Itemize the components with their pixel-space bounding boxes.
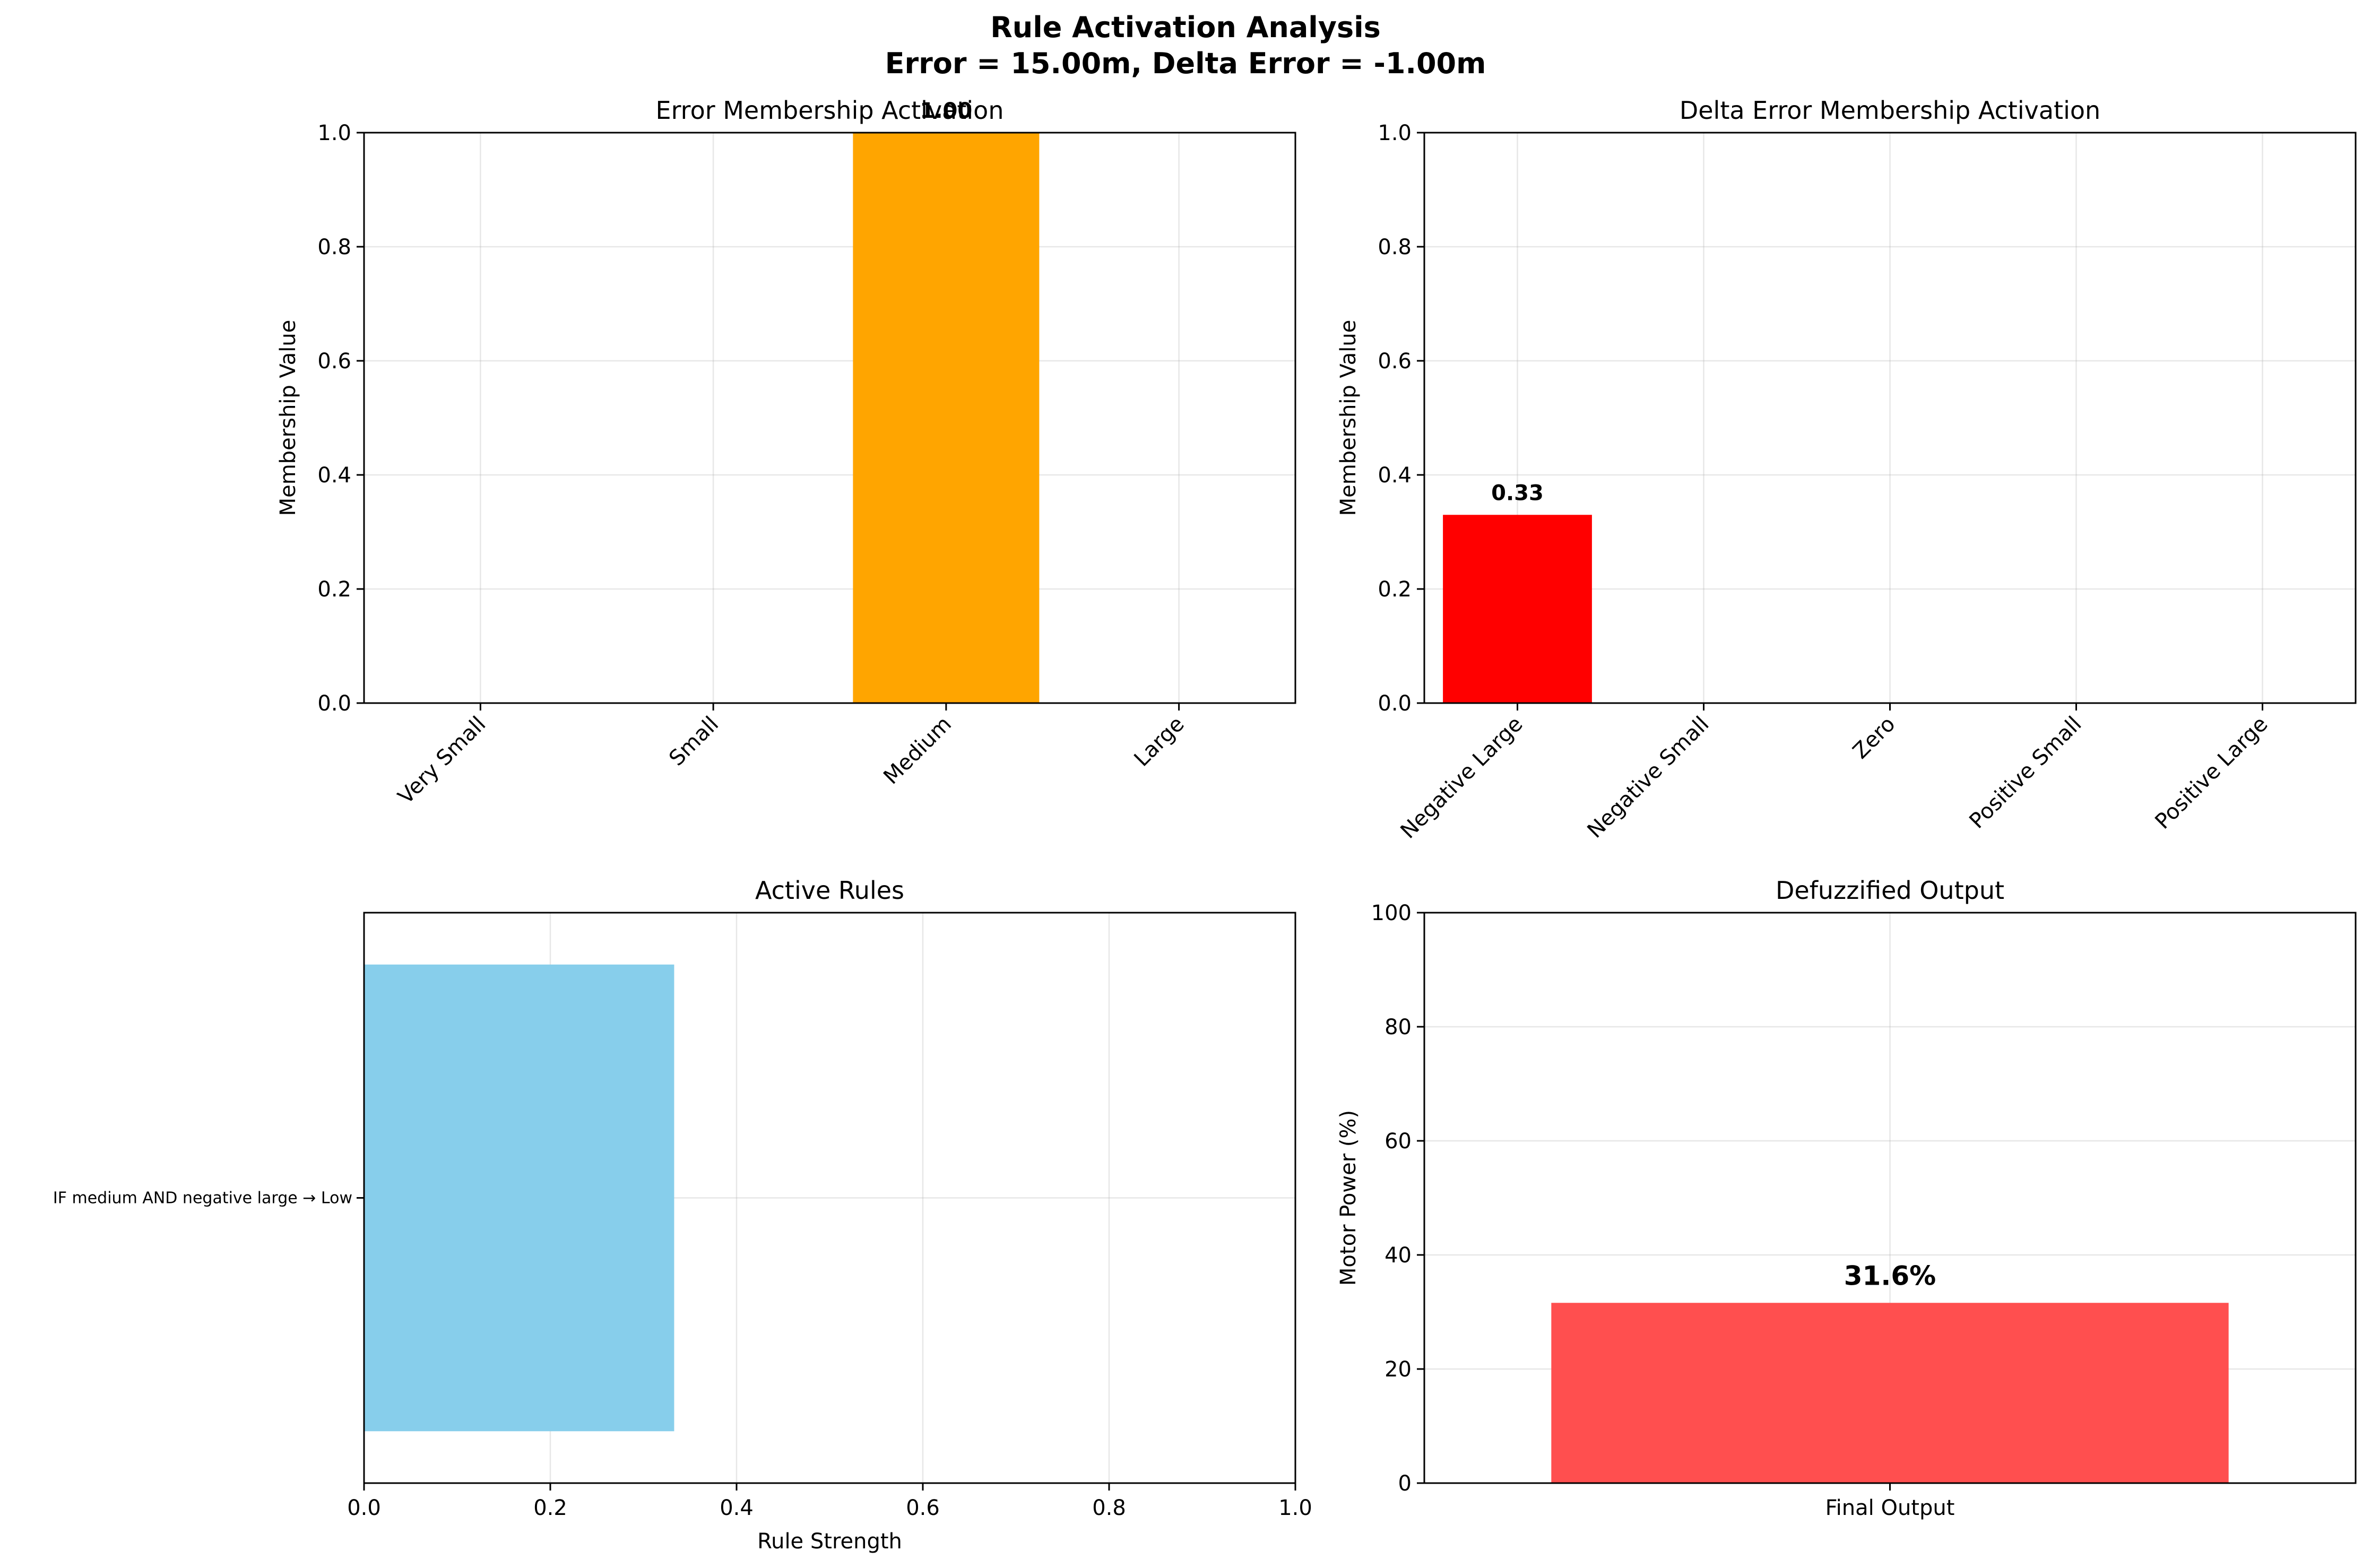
y-tick-label: 0.4 [1378, 463, 1412, 488]
y-tick-label: 0.8 [317, 235, 351, 259]
figure-title-line1: Rule Activation Analysis [990, 11, 1381, 44]
y-tick-label: 1.0 [1378, 121, 1412, 145]
y-tick-label: 0.2 [317, 577, 351, 602]
bar-value-label: 31.6% [1844, 1260, 1936, 1291]
y-tick-label: 0.6 [1378, 349, 1412, 374]
x-axis-label: Rule Strength [757, 1529, 902, 1554]
chart-title: Active Rules [755, 876, 904, 905]
y-tick-label: 0.8 [1378, 235, 1412, 259]
y-tick-label: 1.0 [317, 121, 351, 145]
x-tick-label: Zero [1848, 712, 1900, 764]
chart-title: Delta Error Membership Activation [1680, 96, 2100, 125]
y-tick-label: 20 [1384, 1357, 1412, 1382]
bar-final-output [1551, 1303, 2229, 1483]
y-axis-label: Membership Value [1336, 320, 1361, 516]
active-rules-chart: 0.0 0.2 0.4 0.6 0.8 1.0 IF medium AND negative… [53, 876, 1312, 1554]
x-tick-label: 0.8 [1092, 1496, 1126, 1520]
x-tick-label: 0.4 [720, 1496, 754, 1520]
bar-value-label: 1.00 [920, 99, 973, 123]
y-tick-label: 40 [1384, 1243, 1412, 1268]
defuzzified-output-chart: 0 20 40 60 80 100 Final Output 31.6% Motor Power… [1336, 876, 2357, 1520]
error-membership-chart: 0.0 0.2 0.4 0.6 0.8 1.0 Very Small Small Medium L… [276, 96, 1296, 809]
x-tick-label: Small [664, 712, 723, 771]
y-tick-label: 0.0 [317, 691, 351, 716]
x-tick-label: Final Output [1825, 1496, 1955, 1520]
x-tick-label: 0.2 [533, 1496, 567, 1520]
x-tick-label: 1.0 [1278, 1496, 1312, 1520]
x-tick-label: Negative Small [1583, 712, 1714, 843]
delta-error-membership-chart: 0.0 0.2 0.4 0.6 0.8 1.0 Negative Large Negative… [1336, 96, 2357, 844]
y-tick-label: 100 [1371, 901, 1412, 925]
x-tick-label: Positive Small [1965, 712, 2086, 834]
y-tick-label: 80 [1384, 1015, 1412, 1039]
x-tick-label: Negative Large [1396, 712, 1528, 844]
rule-strength-bar [364, 964, 674, 1432]
bar-value-label: 0.33 [1491, 481, 1544, 505]
y-tick-label: 60 [1384, 1129, 1412, 1154]
y-tick-label: 0.4 [317, 463, 351, 488]
y-axis-label: Motor Power (%) [1336, 1110, 1361, 1286]
x-tick-label: 0.0 [347, 1496, 381, 1520]
x-tick-label: Very Small [393, 712, 490, 809]
x-tick-label: Positive Large [2150, 712, 2272, 834]
y-tick-label: 0.2 [1378, 577, 1412, 602]
chart-title: Defuzzified Output [1776, 876, 2004, 905]
x-tick-label: Medium [879, 712, 956, 790]
y-axis-label: Membership Value [276, 320, 300, 516]
y-tick-label: 0.6 [317, 349, 351, 374]
axes-frame [363, 132, 1296, 704]
rule-label: IF medium AND negative large → Low [53, 1189, 352, 1208]
bar-negative-large [1443, 515, 1592, 703]
figure-title-line2: Error = 15.00m, Delta Error = -1.00m [885, 47, 1486, 80]
y-tick-label: 0 [1398, 1471, 1412, 1496]
x-tick-label: 0.6 [906, 1496, 940, 1520]
bar-medium [853, 133, 1040, 703]
y-tick-label: 0.0 [1378, 691, 1412, 716]
x-tick-label: Large [1130, 712, 1189, 772]
chart-title: Error Membership Activation [656, 96, 1004, 125]
